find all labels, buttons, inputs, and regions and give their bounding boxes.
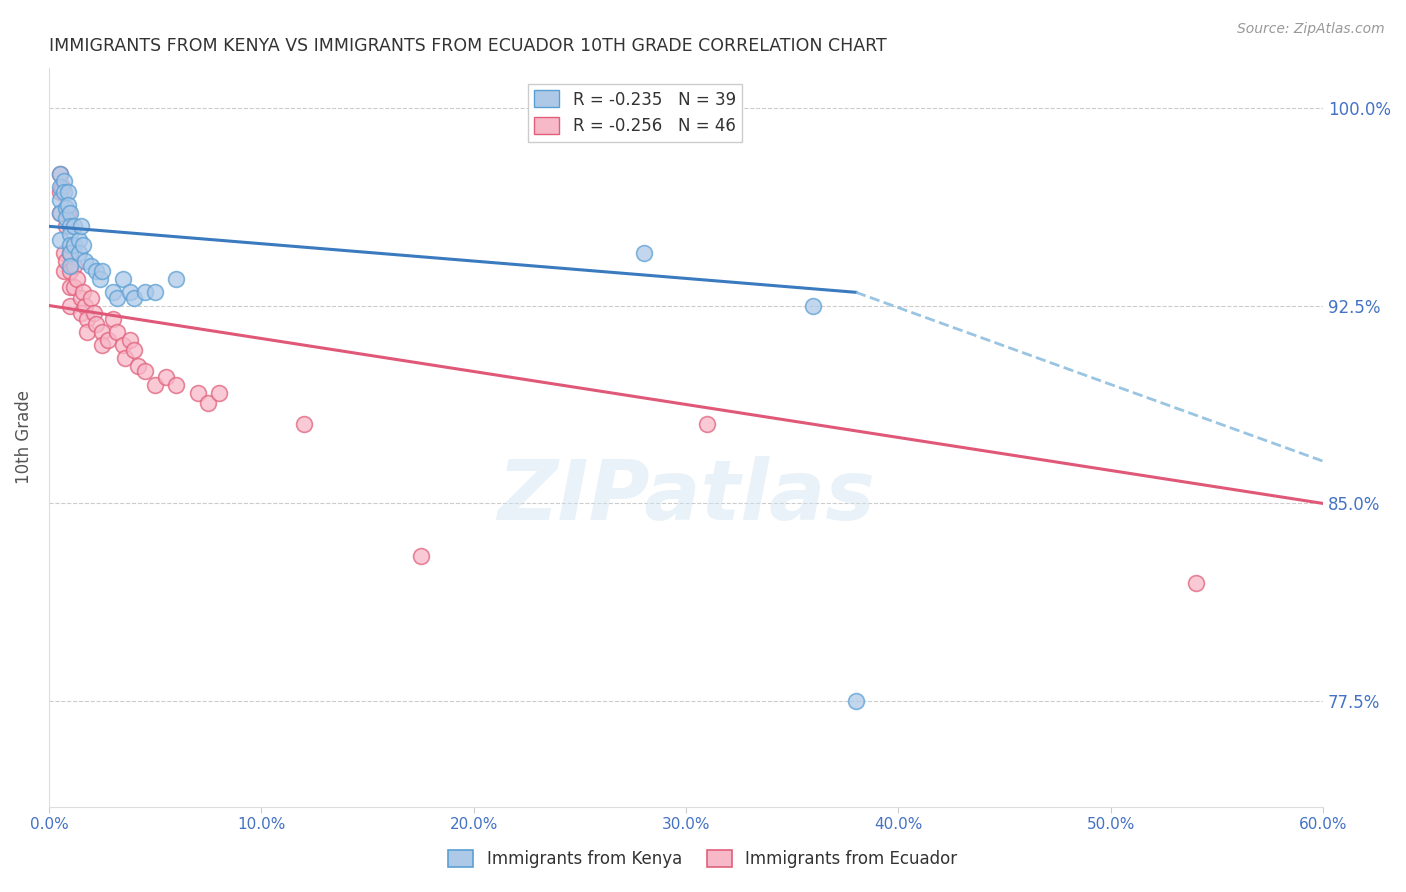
Point bbox=[112, 338, 135, 352]
Point bbox=[51, 179, 73, 194]
Point bbox=[187, 385, 209, 400]
Point bbox=[52, 174, 75, 188]
Point bbox=[118, 285, 141, 300]
Text: Source: ZipAtlas.com: Source: ZipAtlas.com bbox=[1237, 22, 1385, 37]
Point bbox=[101, 285, 124, 300]
Point bbox=[80, 291, 103, 305]
Point bbox=[48, 193, 70, 207]
Point bbox=[72, 237, 94, 252]
Point bbox=[84, 317, 107, 331]
Point bbox=[91, 264, 114, 278]
Point bbox=[292, 417, 315, 432]
Point bbox=[63, 219, 86, 234]
Point bbox=[76, 325, 98, 339]
Point bbox=[52, 245, 75, 260]
Y-axis label: 10th Grade: 10th Grade bbox=[15, 391, 32, 484]
Point bbox=[69, 219, 91, 234]
Point bbox=[59, 245, 82, 260]
Point bbox=[83, 306, 105, 320]
Point bbox=[59, 264, 82, 278]
Point bbox=[52, 185, 75, 199]
Point bbox=[59, 206, 82, 220]
Point bbox=[59, 298, 82, 312]
Point bbox=[75, 298, 97, 312]
Point bbox=[56, 185, 79, 199]
Point bbox=[76, 311, 98, 326]
Point bbox=[55, 253, 77, 268]
Point bbox=[56, 198, 79, 212]
Point bbox=[84, 264, 107, 278]
Point bbox=[409, 549, 432, 564]
Point bbox=[633, 245, 655, 260]
Point bbox=[59, 227, 82, 242]
Point bbox=[803, 298, 825, 312]
Point bbox=[48, 185, 70, 199]
Point bbox=[91, 338, 114, 352]
Point bbox=[80, 259, 103, 273]
Point bbox=[48, 206, 70, 220]
Point bbox=[143, 285, 166, 300]
Point bbox=[55, 211, 77, 226]
Point bbox=[59, 219, 82, 234]
Point bbox=[48, 179, 70, 194]
Point bbox=[134, 364, 156, 378]
Point bbox=[1184, 575, 1206, 590]
Legend: R = -0.235   N = 39, R = -0.256   N = 46: R = -0.235 N = 39, R = -0.256 N = 46 bbox=[527, 84, 742, 142]
Point bbox=[75, 253, 97, 268]
Point bbox=[105, 325, 128, 339]
Point bbox=[69, 291, 91, 305]
Text: ZIPatlas: ZIPatlas bbox=[498, 456, 875, 537]
Point bbox=[101, 311, 124, 326]
Point bbox=[208, 385, 231, 400]
Point bbox=[59, 259, 82, 273]
Point bbox=[63, 237, 86, 252]
Point bbox=[105, 291, 128, 305]
Point bbox=[48, 233, 70, 247]
Point bbox=[56, 206, 79, 220]
Point bbox=[155, 369, 177, 384]
Point bbox=[143, 377, 166, 392]
Point bbox=[55, 219, 77, 234]
Point bbox=[48, 167, 70, 181]
Point bbox=[197, 396, 219, 410]
Point bbox=[48, 206, 70, 220]
Point bbox=[48, 167, 70, 181]
Point bbox=[127, 359, 149, 374]
Point bbox=[69, 306, 91, 320]
Point bbox=[63, 259, 86, 273]
Point bbox=[55, 201, 77, 215]
Point bbox=[91, 325, 114, 339]
Point bbox=[114, 351, 136, 366]
Point bbox=[67, 233, 90, 247]
Point bbox=[63, 280, 86, 294]
Point bbox=[67, 245, 90, 260]
Point bbox=[696, 417, 718, 432]
Point bbox=[134, 285, 156, 300]
Point bbox=[118, 333, 141, 347]
Point bbox=[89, 272, 111, 286]
Point bbox=[845, 694, 868, 708]
Point bbox=[59, 280, 82, 294]
Point bbox=[65, 272, 87, 286]
Point bbox=[59, 245, 82, 260]
Text: IMMIGRANTS FROM KENYA VS IMMIGRANTS FROM ECUADOR 10TH GRADE CORRELATION CHART: IMMIGRANTS FROM KENYA VS IMMIGRANTS FROM… bbox=[49, 37, 887, 55]
Point bbox=[122, 343, 145, 358]
Point bbox=[112, 272, 135, 286]
Point bbox=[72, 285, 94, 300]
Point bbox=[122, 291, 145, 305]
Legend: Immigrants from Kenya, Immigrants from Ecuador: Immigrants from Kenya, Immigrants from E… bbox=[441, 843, 965, 875]
Point bbox=[165, 272, 187, 286]
Point bbox=[52, 264, 75, 278]
Point bbox=[165, 377, 187, 392]
Point bbox=[97, 333, 120, 347]
Point bbox=[59, 237, 82, 252]
